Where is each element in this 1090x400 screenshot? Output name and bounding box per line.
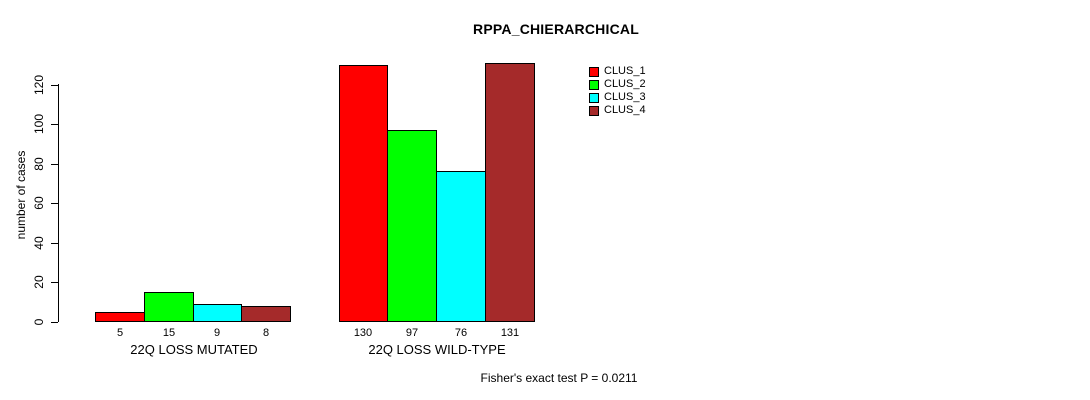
legend-label: CLUS_4 [604, 104, 646, 116]
bar-value-label: 130 [353, 327, 373, 339]
legend-swatch-icon [589, 92, 599, 103]
y-tick-label: 100 [32, 113, 46, 135]
y-tick-mark [51, 243, 58, 244]
bar-clus_3-group1 [436, 171, 486, 322]
bar-value-label: 9 [213, 327, 221, 339]
legend-entry-clus_1: CLUS_1 [589, 65, 646, 78]
y-tick-mark [51, 124, 58, 125]
y-axis-label: number of cases [14, 150, 28, 240]
x-category-label-wild-type: 22Q LOSS WILD-TYPE [368, 342, 506, 357]
legend-swatch-icon [589, 79, 599, 90]
y-tick-label: 40 [32, 236, 46, 250]
y-tick-label: 80 [32, 157, 46, 171]
bar-clus_3-group0 [193, 304, 242, 322]
legend-entry-clus_4: CLUS_4 [589, 104, 646, 117]
fisher-test-annotation: Fisher's exact test P = 0.0211 [480, 371, 638, 385]
legend: CLUS_1 CLUS_2 CLUS_3 CLUS_4 [589, 65, 646, 117]
y-tick-mark [51, 282, 58, 283]
bar-clus_4-group0 [241, 306, 291, 322]
bar-clus_1-group1 [339, 65, 388, 322]
x-category-label-mutated: 22Q LOSS MUTATED [130, 342, 258, 357]
legend-entry-clus_3: CLUS_3 [589, 91, 646, 104]
bar-clus_2-group1 [387, 130, 437, 322]
legend-label: CLUS_2 [604, 78, 646, 90]
y-tick-mark [51, 203, 58, 204]
y-axis-line [58, 84, 59, 322]
y-tick-label: 0 [32, 318, 46, 326]
y-tick-mark [51, 85, 58, 86]
legend-label: CLUS_1 [604, 65, 646, 77]
y-tick-label: 120 [32, 74, 46, 96]
legend-entry-clus_2: CLUS_2 [589, 78, 646, 91]
y-tick-mark [51, 164, 58, 165]
bar-value-label: 76 [454, 327, 468, 339]
bar-value-label: 15 [162, 327, 176, 339]
legend-swatch-icon [589, 66, 599, 77]
bar-value-label: 97 [405, 327, 419, 339]
y-tick-mark [51, 322, 58, 323]
legend-swatch-icon [589, 105, 599, 116]
y-tick-label: 20 [32, 275, 46, 289]
bar-clus_2-group0 [144, 292, 194, 322]
bar-clus_1-group0 [95, 312, 145, 322]
bar-value-label: 8 [262, 327, 270, 339]
y-tick-label: 60 [32, 196, 46, 210]
bar-value-label: 131 [500, 327, 520, 339]
bar-clus_4-group1 [485, 63, 535, 322]
chart-title: RPPA_CHIERARCHICAL [473, 21, 639, 37]
legend-label: CLUS_3 [604, 91, 646, 103]
bar-value-label: 5 [116, 327, 124, 339]
